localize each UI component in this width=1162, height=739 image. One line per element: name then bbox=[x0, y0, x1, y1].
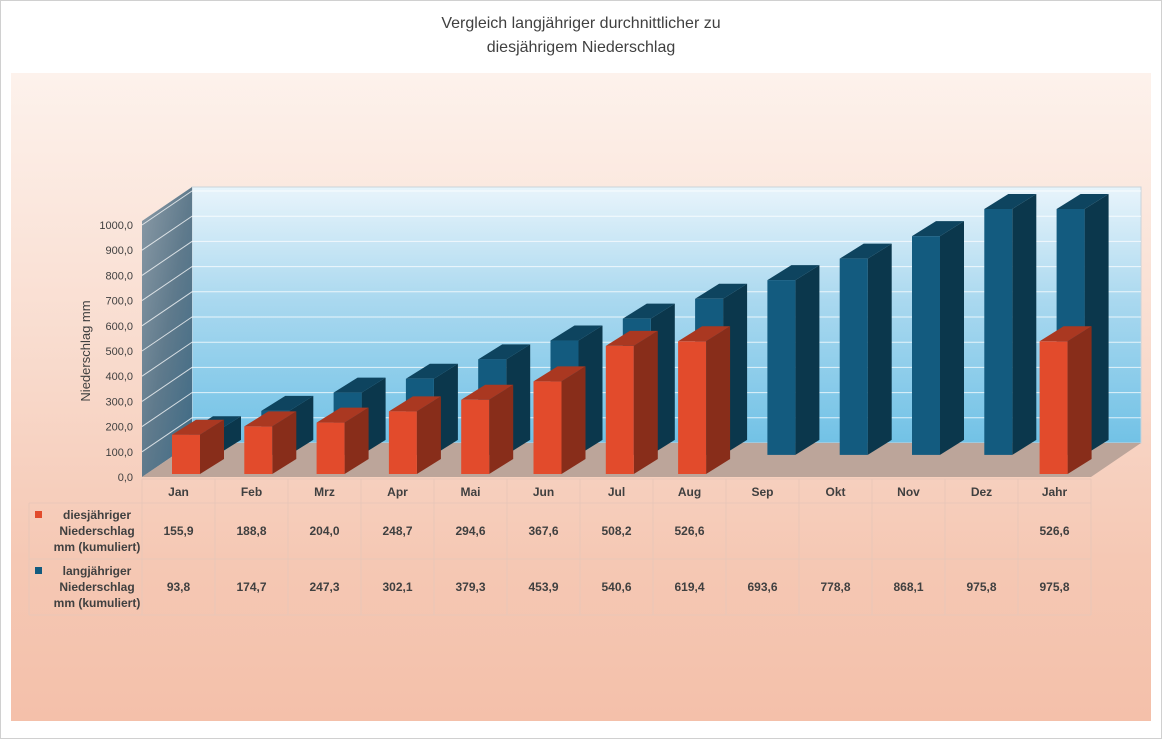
gridline bbox=[141, 341, 1141, 377]
data-label: 174,7 bbox=[236, 580, 266, 594]
category-label: Jun bbox=[533, 485, 554, 499]
data-label: 294,6 bbox=[455, 524, 485, 538]
chart-title-line2: diesjährigem Niederschlag bbox=[487, 39, 676, 56]
y-tick-label: 800,0 bbox=[105, 270, 133, 282]
y-tick-label: 700,0 bbox=[105, 296, 133, 308]
y-tick-label: 0,0 bbox=[118, 472, 133, 484]
legend-swatch bbox=[35, 567, 42, 574]
y-axis-ticks: 0,0 100,0 200,0 300,0 400,0 500,0 600,0 700,0 80… bbox=[99, 220, 133, 484]
data-label: 367,6 bbox=[528, 524, 558, 538]
legend-label: mm (kumuliert) bbox=[54, 540, 141, 554]
gridlines bbox=[141, 190, 1141, 453]
bar-Jan-current bbox=[172, 419, 224, 474]
category-label: Nov bbox=[897, 485, 920, 499]
y-tick-label: 200,0 bbox=[105, 422, 133, 434]
legend-label: diesjähriger bbox=[63, 508, 131, 522]
bar-Aug-current bbox=[678, 326, 731, 474]
category-label: Jahr bbox=[1042, 485, 1068, 499]
front-series-bars bbox=[172, 326, 1092, 474]
data-label: 508,2 bbox=[601, 524, 631, 538]
gridline bbox=[141, 417, 1141, 453]
gridline bbox=[141, 392, 1141, 428]
gridline bbox=[141, 316, 1141, 352]
category-label: Aug bbox=[678, 485, 701, 499]
legend-swatch bbox=[35, 511, 42, 518]
bar-Jul-current bbox=[605, 330, 658, 474]
data-label: 868,1 bbox=[893, 580, 923, 594]
bar-Okt-longterm bbox=[839, 243, 892, 455]
data-label: 975,8 bbox=[1039, 580, 1069, 594]
bar-Feb-current bbox=[244, 411, 297, 474]
y-tick-label: 100,0 bbox=[105, 447, 133, 459]
category-label: Jan bbox=[168, 485, 189, 499]
legend-label: mm (kumuliert) bbox=[54, 596, 141, 610]
legend-label: Niederschlag bbox=[59, 580, 134, 594]
data-label: 302,1 bbox=[382, 580, 412, 594]
bar-Mai-current bbox=[461, 384, 514, 474]
category-label: Jul bbox=[608, 485, 625, 499]
y-tick-label: 1000,0 bbox=[99, 220, 133, 232]
y-tick-label: 300,0 bbox=[105, 396, 133, 408]
data-label: 453,9 bbox=[528, 580, 558, 594]
data-label: 247,3 bbox=[309, 580, 339, 594]
gridline bbox=[141, 266, 1141, 302]
category-label: Mrz bbox=[314, 485, 335, 499]
bar-Dez-longterm bbox=[984, 193, 1037, 455]
data-label: 540,6 bbox=[601, 580, 631, 594]
gridline bbox=[141, 291, 1141, 327]
gridline bbox=[141, 215, 1141, 251]
category-label: Mai bbox=[460, 485, 480, 499]
category-label: Dez bbox=[971, 485, 992, 499]
bar-Apr-current bbox=[388, 396, 441, 474]
category-label: Okt bbox=[825, 485, 845, 499]
data-label: 248,7 bbox=[382, 524, 412, 538]
y-tick-label: 500,0 bbox=[105, 346, 133, 358]
data-label: 188,8 bbox=[236, 524, 266, 538]
category-label: Sep bbox=[751, 485, 773, 499]
y-tick-label: 600,0 bbox=[105, 321, 133, 333]
data-label: 155,9 bbox=[163, 524, 193, 538]
gridline bbox=[141, 240, 1141, 276]
data-label: 379,3 bbox=[455, 580, 485, 594]
data-label: 619,4 bbox=[674, 580, 704, 594]
legend-label: langjähriger bbox=[63, 564, 132, 578]
gridline bbox=[141, 190, 1141, 226]
side-wall bbox=[142, 187, 192, 477]
gridline bbox=[141, 366, 1141, 402]
category-label: Apr bbox=[387, 485, 408, 499]
bar-Jun-current bbox=[533, 366, 586, 474]
category-label: Feb bbox=[241, 485, 262, 499]
y-axis-title: Niederschlag mm bbox=[78, 300, 93, 401]
legend-label: Niederschlag bbox=[59, 524, 134, 538]
data-label: 526,6 bbox=[1039, 524, 1069, 538]
bar-Jahr-current bbox=[1039, 326, 1092, 474]
bar-Sep-longterm bbox=[767, 265, 820, 455]
data-label: 693,6 bbox=[747, 580, 777, 594]
data-table: Jan Feb Mrz Apr Mai Jun Jul Aug Sep Okt Nov Dez Jahr… bbox=[28, 478, 1092, 616]
y-tick-label: 400,0 bbox=[105, 371, 133, 383]
data-label: 93,8 bbox=[167, 580, 191, 594]
data-label: 778,8 bbox=[820, 580, 850, 594]
data-label: 204,0 bbox=[309, 524, 339, 538]
data-label: 975,8 bbox=[966, 580, 996, 594]
chart-title-line1: Vergleich langjähriger durchnittlicher z… bbox=[441, 15, 720, 32]
bar-Mrz-current bbox=[316, 407, 369, 474]
bar-Nov-longterm bbox=[912, 221, 964, 455]
data-label: 526,6 bbox=[674, 524, 704, 538]
y-tick-label: 900,0 bbox=[105, 245, 133, 257]
